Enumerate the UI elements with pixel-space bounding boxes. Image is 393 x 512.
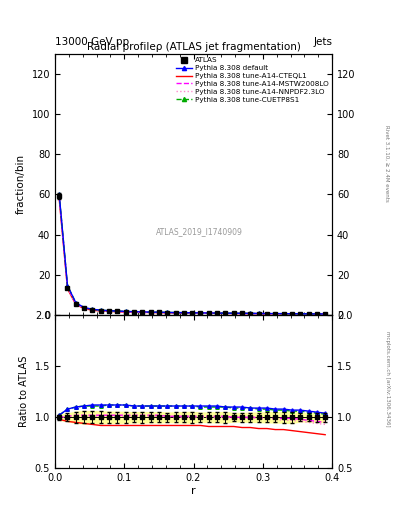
Y-axis label: Ratio to ATLAS: Ratio to ATLAS: [19, 356, 29, 428]
Y-axis label: fraction/bin: fraction/bin: [16, 154, 26, 215]
Text: mcplots.cern.ch [arXiv:1306.3436]: mcplots.cern.ch [arXiv:1306.3436]: [385, 331, 389, 426]
X-axis label: r: r: [191, 486, 196, 496]
Text: ATLAS_2019_I1740909: ATLAS_2019_I1740909: [156, 227, 242, 236]
Legend: ATLAS, Pythia 8.308 default, Pythia 8.308 tune-A14-CTEQL1, Pythia 8.308 tune-A14: ATLAS, Pythia 8.308 default, Pythia 8.30…: [174, 56, 330, 104]
Text: 13000 GeV pp: 13000 GeV pp: [55, 37, 129, 47]
Title: Radial profileρ (ATLAS jet fragmentation): Radial profileρ (ATLAS jet fragmentation…: [86, 41, 301, 52]
Text: Rivet 3.1.10, ≥ 2.4M events: Rivet 3.1.10, ≥ 2.4M events: [385, 125, 389, 202]
Text: Jets: Jets: [313, 37, 332, 47]
